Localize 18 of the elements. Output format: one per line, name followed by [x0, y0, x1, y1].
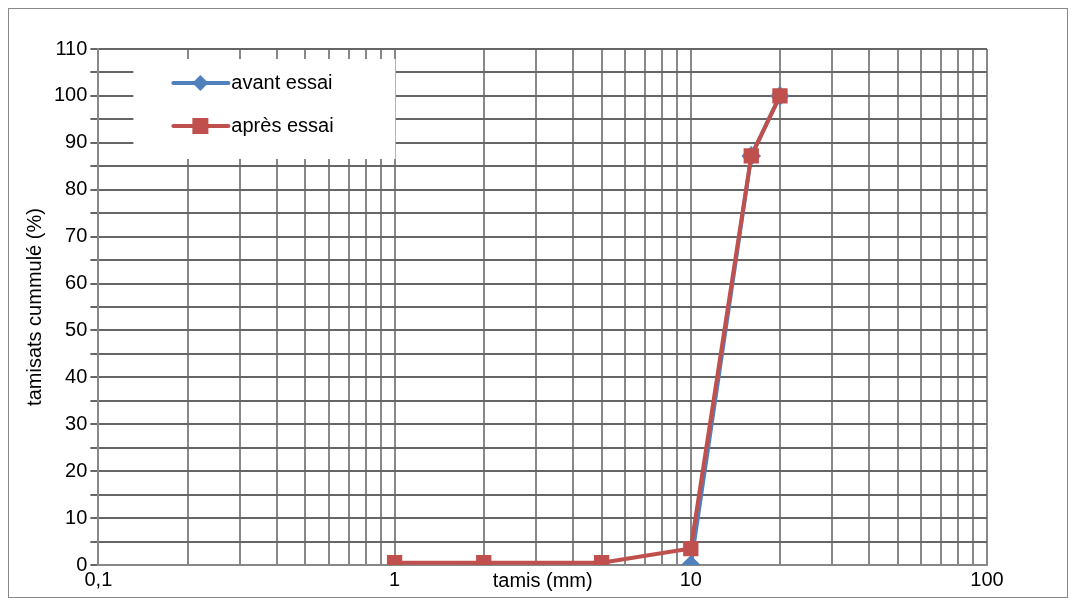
y-tick-label: 10 [65, 505, 88, 528]
y-tick-label: 80 [65, 177, 88, 200]
y-tick-label: 90 [65, 130, 88, 153]
legend-label: après essai [231, 113, 334, 136]
y-tick-label: 20 [65, 458, 88, 481]
x-tick-label: 10 [679, 567, 702, 590]
y-tick-label: 110 [55, 36, 88, 59]
y-tick-label: 100 [53, 83, 88, 106]
legend-label: avant essai [231, 70, 333, 93]
y-tick-label: 70 [65, 224, 88, 247]
y-tick-label: 60 [65, 271, 88, 294]
y-tick-label: 50 [65, 317, 88, 340]
y-tick-label: 40 [65, 364, 88, 387]
x-tick-label: 1 [389, 567, 401, 590]
y-tick-label: 30 [65, 411, 88, 434]
y-axis-title: tamisats cummulé (%) [22, 208, 45, 406]
x-axis-title: tamis (mm) [492, 568, 593, 591]
x-tick-label: 100 [970, 567, 1004, 590]
